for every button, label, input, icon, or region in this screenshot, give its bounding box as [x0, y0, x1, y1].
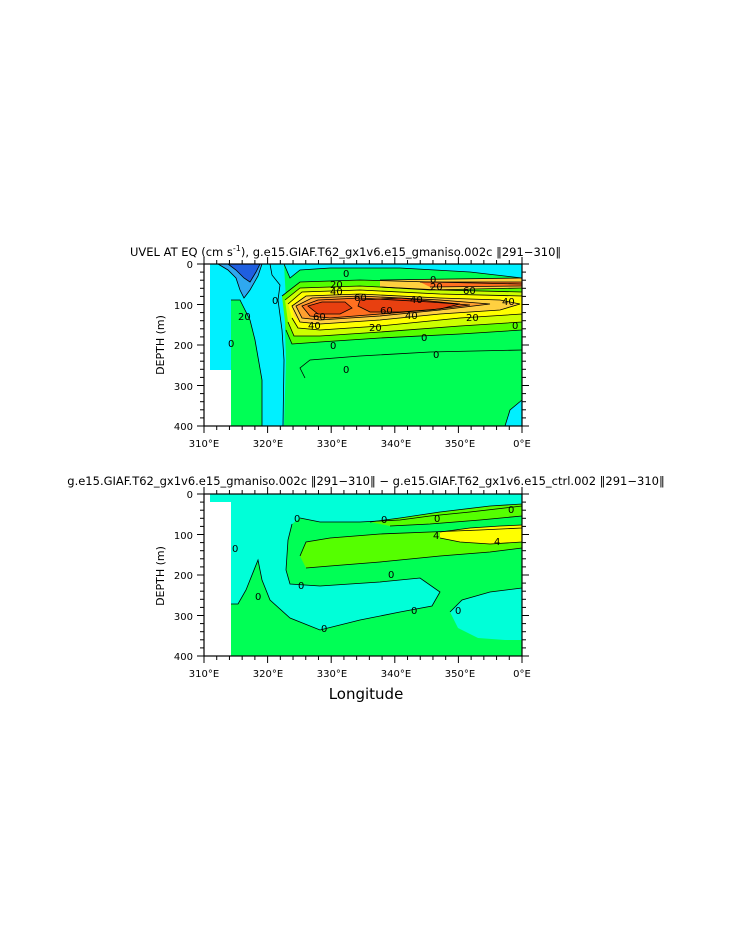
top-x-axis: 310°E 320°E 330°E 340°E 350°E 0°E [189, 257, 531, 450]
top-clabel: 40 [330, 287, 343, 298]
bottom-clabel: 4 [494, 537, 500, 548]
top-clabel: 0 [272, 296, 278, 307]
top-clabel: 0 [430, 275, 436, 286]
bottom-region-positive-upper [370, 504, 522, 526]
bottom-contour-labels: 0 0 0 0 0 4 4 0 0 0 0 0 0 [232, 505, 514, 635]
bottom-clabel: 0 [321, 624, 327, 635]
top-region-cyan-east [505, 400, 522, 426]
top-clabel: 0 [421, 333, 427, 344]
top-region-lower-cyan [300, 350, 522, 378]
top-region-max-west [308, 302, 352, 314]
top-y-tick-label: 400 [174, 422, 193, 433]
top-clabel: 0 [228, 339, 234, 350]
bottom-x-tick-label: 0°E [513, 669, 531, 680]
bottom-x-axis: 310°E 320°E 330°E 340°E 350°E 0°E Longit… [189, 487, 531, 703]
top-y-tick-label: 200 [174, 341, 193, 352]
bottom-x-tick-label: 310°E [189, 669, 219, 680]
bottom-mask-region [204, 494, 231, 656]
bottom-clabel: 0 [255, 592, 261, 603]
top-mask-strip [204, 264, 210, 274]
top-x-tick-label: 320°E [253, 439, 283, 450]
bottom-clabel: 0 [381, 515, 387, 526]
bottom-x-tick-label: 320°E [253, 669, 283, 680]
bottom-x-axis-label: Longitude [329, 685, 404, 703]
top-clabel: 40 [308, 321, 321, 332]
bottom-clabel: 0 [455, 606, 461, 617]
top-y-axis: 0 100 200 300 400 DEPTH (m) [154, 260, 529, 433]
top-y-tick-label: 300 [174, 382, 193, 393]
bottom-mask-strip [204, 494, 210, 504]
top-x-tick-label: 330°E [317, 439, 347, 450]
top-clabel: 20 [430, 282, 443, 293]
top-clabel: 60 [463, 286, 476, 297]
top-clabel: 0 [512, 321, 518, 332]
bottom-y-tick-label: 300 [174, 612, 193, 623]
bottom-clabel: 0 [232, 544, 238, 555]
bottom-x-tick-label: 350°E [445, 669, 475, 680]
bottom-clabel: 0 [434, 514, 440, 525]
top-region-cyan-surface [284, 264, 522, 278]
top-clabel: 20 [330, 280, 343, 291]
top-clabel: 60 [313, 312, 326, 323]
bottom-clabel: 0 [298, 581, 304, 592]
top-region-negative-strong [228, 264, 260, 282]
top-y-tick-label: 0 [187, 260, 193, 271]
top-region-cyan-band [231, 264, 286, 426]
top-clabel: 60 [380, 306, 393, 317]
top-clabel: 20 [369, 323, 382, 334]
bottom-y-tick-label: 400 [174, 652, 193, 663]
bottom-y-tick-label: 0 [187, 490, 193, 501]
top-contour-labels: 0 20 0 20 40 60 40 60 40 20 0 20 40 60 0… [228, 269, 518, 376]
top-clabel: 60 [354, 293, 367, 304]
top-clabel: 40 [502, 297, 515, 308]
top-y-axis-label: DEPTH (m) [154, 315, 167, 375]
top-contours [217, 263, 523, 427]
top-x-tick-label: 310°E [189, 439, 219, 450]
bottom-clabel: 0 [388, 570, 394, 581]
bottom-clabel: 0 [508, 505, 514, 516]
bottom-y-axis: 0 100 200 300 400 DEPTH (m) [154, 490, 529, 663]
top-y-tick-label: 100 [174, 301, 193, 312]
top-clabel: 0 [330, 341, 336, 352]
bottom-y-tick-label: 200 [174, 571, 193, 582]
bottom-chart-title: g.e15.GIAF.T62_gx1v6.e15_gmaniso.002c ‖2… [67, 474, 664, 488]
bottom-x-tick-label: 340°E [381, 669, 411, 680]
top-clabel: 0 [343, 269, 349, 280]
top-clabel: 0 [343, 365, 349, 376]
bottom-clabel: 4 [433, 531, 439, 542]
bottom-region-positive-strong [440, 525, 522, 544]
bottom-x-tick-label: 330°E [317, 669, 347, 680]
top-x-tick-label: 340°E [381, 439, 411, 450]
top-clabel: 20 [238, 312, 251, 323]
top-x-tick-label: 350°E [445, 439, 475, 450]
bottom-region-negative-southeast [450, 588, 522, 640]
top-clabel: 0 [433, 350, 439, 361]
bottom-y-axis-label: DEPTH (m) [154, 546, 167, 606]
bottom-clabel: 0 [294, 514, 300, 525]
bottom-region-negative-west [210, 494, 522, 630]
bottom-clabel: 0 [411, 606, 417, 617]
bottom-region-negative-surface [231, 494, 522, 506]
bottom-y-tick-label: 100 [174, 531, 193, 542]
bottom-contours [231, 503, 523, 631]
top-clabel: 40 [410, 295, 423, 306]
top-clabel: 40 [405, 311, 418, 322]
top-chart-title: UVEL AT EQ (cm s-1), g.e15.GIAF.T62_gx1v… [130, 244, 561, 259]
top-x-tick-label: 0°E [513, 439, 531, 450]
top-clabel: 20 [466, 313, 479, 324]
